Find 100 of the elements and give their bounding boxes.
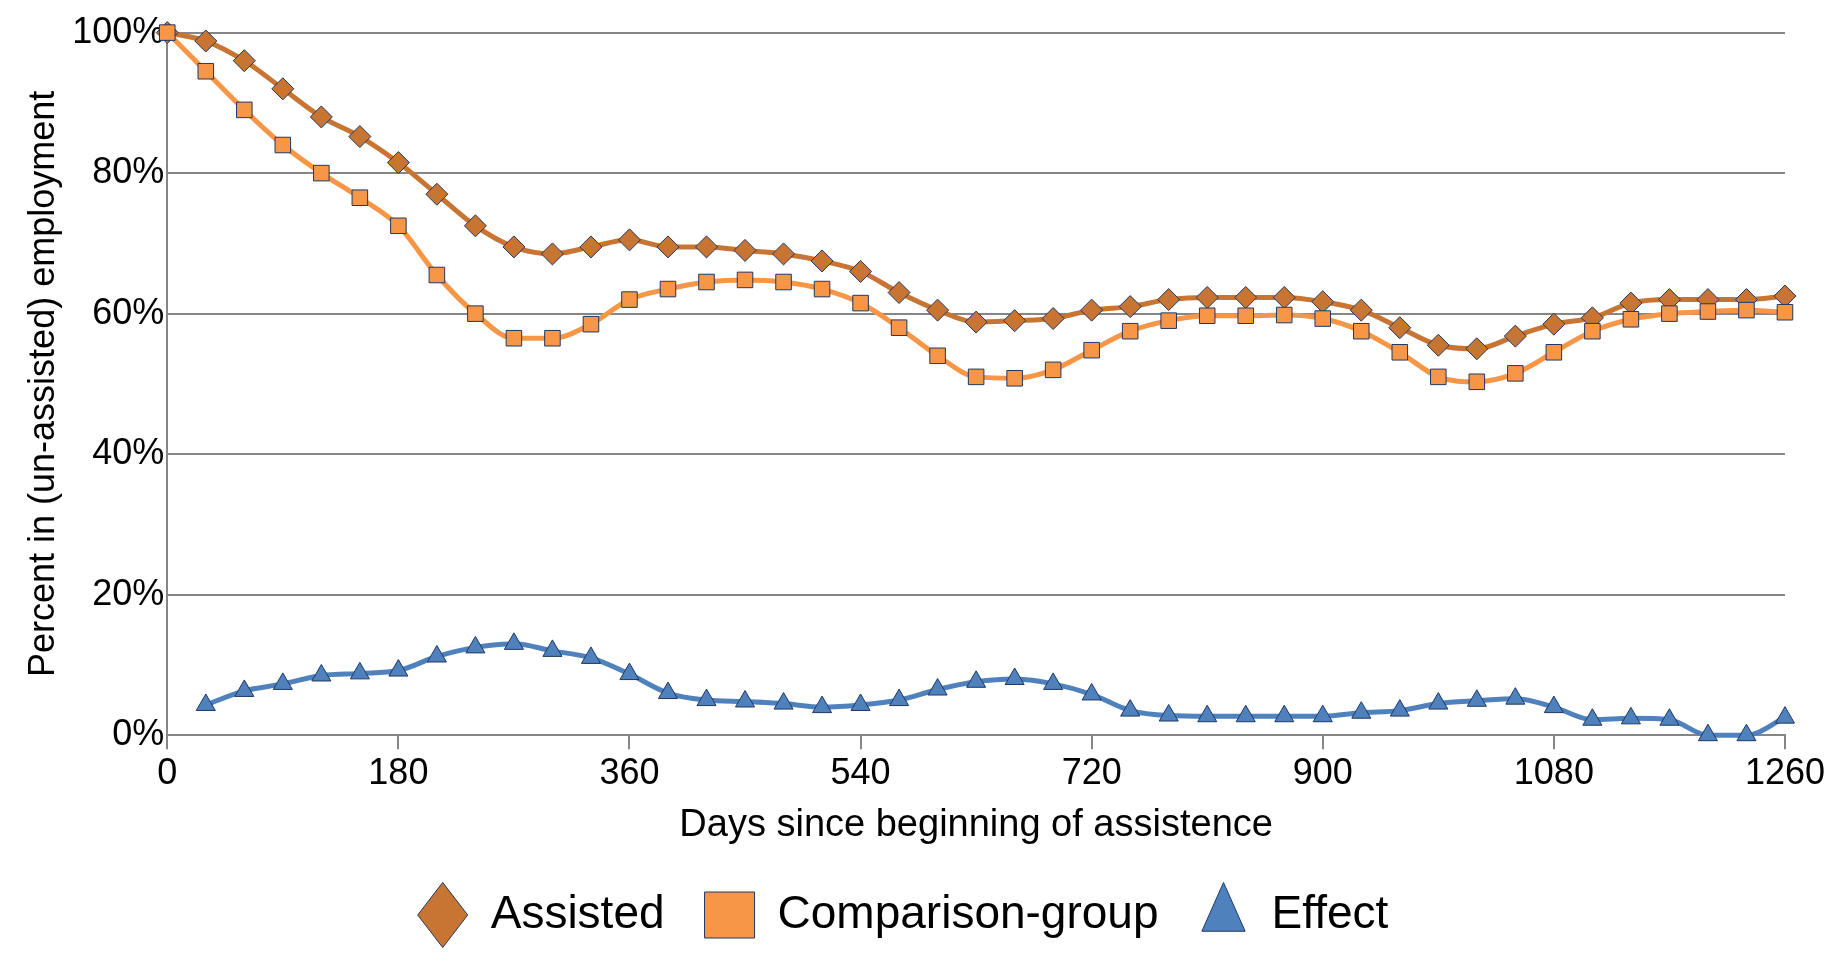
point — [194, 29, 218, 53]
point — [426, 645, 447, 663]
point — [1699, 303, 1717, 320]
point — [1659, 708, 1680, 726]
point — [1430, 368, 1447, 386]
point — [736, 271, 754, 289]
point — [1349, 298, 1373, 322]
point — [1003, 309, 1027, 333]
point — [579, 235, 603, 259]
point — [1044, 361, 1062, 379]
point — [696, 688, 717, 707]
point — [1697, 723, 1718, 742]
point — [1545, 344, 1563, 361]
point — [617, 228, 641, 252]
point — [351, 189, 369, 206]
point — [1736, 723, 1757, 742]
point — [1312, 704, 1333, 723]
point — [1234, 285, 1258, 309]
point — [1004, 667, 1025, 685]
legend-label: Assisted — [490, 885, 665, 938]
point — [1389, 699, 1410, 717]
point — [1466, 689, 1487, 707]
point — [887, 281, 911, 305]
point — [1272, 285, 1296, 309]
point — [1774, 706, 1795, 724]
x-tick-label: 360 — [599, 750, 660, 792]
point — [582, 315, 600, 333]
point — [1158, 704, 1179, 722]
point — [313, 164, 330, 182]
point — [656, 235, 680, 259]
point — [695, 235, 718, 259]
point — [964, 310, 988, 334]
point — [1542, 312, 1566, 336]
point — [1351, 701, 1372, 719]
point — [1157, 288, 1181, 312]
point — [1041, 307, 1065, 331]
point — [388, 659, 409, 677]
point — [542, 639, 563, 657]
point — [1620, 706, 1641, 725]
point — [390, 217, 407, 235]
point — [810, 249, 834, 273]
legend-label: Effect — [1271, 885, 1389, 938]
x-tick-label: 900 — [1292, 750, 1353, 792]
point — [1235, 704, 1256, 723]
point — [1160, 312, 1177, 329]
point — [772, 242, 796, 266]
point — [195, 693, 216, 711]
point — [659, 280, 677, 298]
point — [1622, 310, 1640, 328]
point — [272, 672, 293, 690]
point — [812, 695, 833, 714]
y-tick-label: 60% — [92, 290, 165, 332]
point — [1121, 322, 1139, 340]
point — [463, 214, 487, 238]
point — [1776, 303, 1794, 321]
x-tick-label: 720 — [1061, 750, 1122, 792]
point — [1505, 687, 1526, 705]
point — [621, 291, 638, 308]
x-tick-label: 1260 — [1744, 750, 1825, 792]
point — [1353, 322, 1370, 340]
point — [733, 238, 757, 262]
point — [1197, 704, 1218, 723]
point — [1468, 373, 1486, 391]
y-tick-label: 80% — [92, 150, 165, 192]
point — [349, 661, 370, 680]
point — [734, 689, 756, 708]
point — [1738, 301, 1755, 319]
point — [348, 125, 372, 149]
point — [236, 101, 253, 119]
y-tick-label: 100% — [72, 9, 165, 51]
point — [1543, 695, 1564, 714]
point — [1237, 307, 1255, 325]
point — [1388, 316, 1412, 340]
point — [1083, 341, 1100, 359]
point — [1465, 337, 1489, 361]
point — [1428, 692, 1449, 710]
point — [1507, 365, 1524, 382]
x-tick-label: 180 — [368, 750, 429, 792]
point — [1080, 298, 1104, 322]
point — [850, 693, 871, 711]
point — [465, 635, 486, 654]
point — [544, 329, 561, 347]
point — [1081, 682, 1102, 701]
point — [773, 692, 794, 710]
point — [503, 632, 524, 650]
point — [234, 679, 255, 697]
point — [1118, 295, 1142, 319]
point — [309, 105, 333, 129]
point — [1006, 370, 1023, 387]
point — [1582, 708, 1603, 726]
point — [425, 182, 449, 206]
point — [197, 62, 215, 80]
point — [1391, 344, 1409, 361]
point — [1314, 310, 1332, 327]
point — [926, 298, 950, 322]
point — [232, 49, 256, 73]
point — [274, 136, 292, 154]
point — [1274, 704, 1295, 723]
point — [929, 347, 946, 365]
point — [1198, 307, 1216, 325]
